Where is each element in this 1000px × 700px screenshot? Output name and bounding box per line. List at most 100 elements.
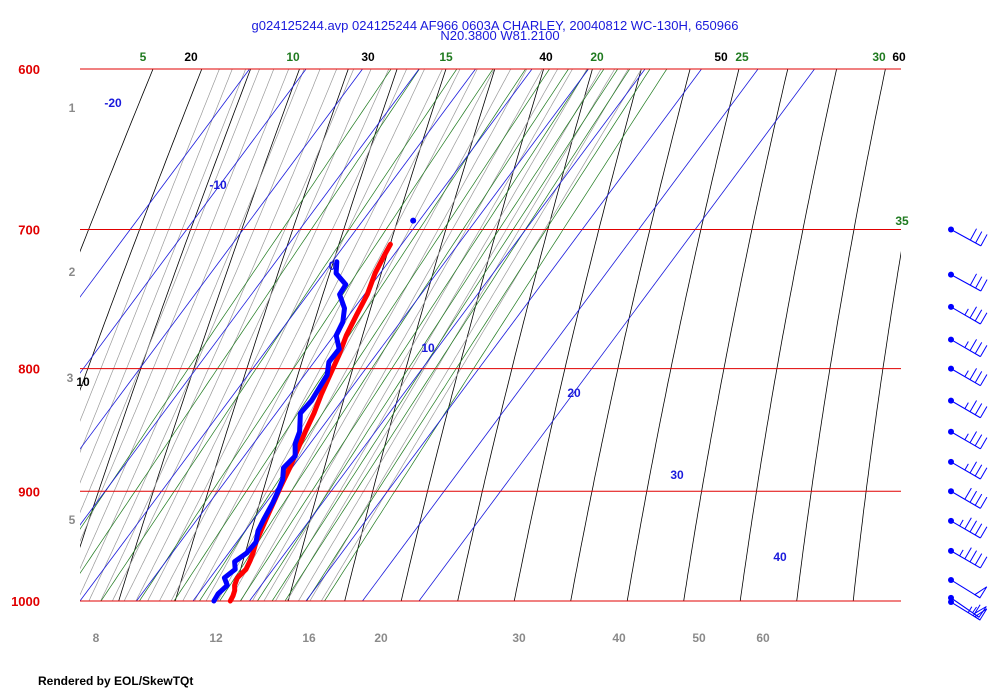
- isotherm-label: -20: [104, 96, 122, 110]
- dry-adiabat-top-label: 30: [361, 50, 375, 64]
- dry-adiabat-line: [174, 69, 349, 601]
- dry-adiabat-line: [457, 69, 593, 601]
- dry-adiabat-line: [852, 250, 901, 601]
- moist-adiabat-top-label: 15: [439, 50, 453, 64]
- moist-adiabat-line: [80, 69, 305, 596]
- moist-adiabat-line: [309, 69, 629, 601]
- moist-adiabat-line: [320, 69, 642, 601]
- dry-adiabat-top-label: 40: [539, 50, 553, 64]
- pressure-tick-label: 700: [18, 223, 40, 238]
- mixing-ratio-lines: [80, 69, 668, 601]
- mixing-ratio-line: [100, 69, 458, 601]
- moist-adiabat-line: [274, 69, 588, 601]
- wind-barb: [948, 547, 988, 569]
- moist-adiabat-top-label: 5: [140, 50, 147, 64]
- dry-adiabat-top-label: 50: [714, 50, 728, 64]
- isotherm-line: [248, 69, 646, 601]
- pressure-tick-label: 1000: [11, 594, 40, 609]
- moist-adiabat-line: [123, 69, 372, 601]
- footer-credit: Rendered by EOL/SkewTQt: [38, 674, 193, 688]
- wind-barb: [948, 599, 988, 621]
- mixing-ratio-bottom-label: 8: [93, 631, 100, 645]
- isotherm-label: 20: [567, 386, 581, 400]
- moist-adiabat-line: [147, 69, 407, 601]
- wind-barb: [948, 594, 987, 618]
- dry-adiabat-line: [80, 69, 154, 253]
- wind-barb: [948, 428, 988, 450]
- dry-adiabat-line: [400, 69, 545, 601]
- isotherm-label: 30: [670, 468, 684, 482]
- moist-adiabat-line: [263, 69, 573, 601]
- isotherm-line: [361, 69, 759, 601]
- moist-adiabat-line: [80, 69, 290, 570]
- mixing-ratio-line: [173, 69, 527, 601]
- isotherm-label: 10: [421, 341, 435, 355]
- moist-adiabats: [80, 69, 642, 601]
- wind-barb: [948, 576, 988, 599]
- dry-adiabat-line: [683, 69, 789, 601]
- mixing-ratio-line: [80, 69, 392, 530]
- mixing-ratio-bottom-label: 40: [612, 631, 626, 645]
- isotherm-line: [80, 69, 251, 298]
- mixing-ratio-line: [324, 69, 668, 601]
- dry-adiabat-top-label: 60: [892, 50, 906, 64]
- wind-barb: [948, 336, 988, 358]
- moist-adiabat-line: [100, 69, 338, 601]
- dry-adiabat-line: [80, 69, 252, 548]
- isobars: [80, 68, 901, 602]
- moist-adiabat-line: [80, 69, 233, 454]
- moist-adiabat-line: [297, 69, 616, 601]
- chart-title: g024125244.avp 024125244 AF966 0603A CHA…: [252, 18, 739, 33]
- wind-barb: [948, 397, 988, 419]
- dry-adiabat-left-label: 10: [76, 375, 90, 389]
- mixing-ratio-bottom-label: 12: [209, 631, 223, 645]
- mixing-ratio-line: [239, 69, 589, 601]
- dry-adiabat-line: [626, 69, 740, 601]
- chart-subtitle: N20.3800 W81.2100: [440, 28, 559, 43]
- isotherm-line: [80, 69, 420, 526]
- wind-barb: [948, 487, 988, 509]
- wind-barb: [948, 271, 988, 292]
- pressure-tick-label: 600: [18, 62, 40, 77]
- left-scale-label: 1: [69, 101, 76, 115]
- wind-barb: [948, 365, 988, 387]
- isotherm-line: [192, 69, 590, 601]
- dry-adiabat-line: [739, 69, 838, 601]
- mixing-ratio-line: [306, 69, 651, 601]
- moist-adiabat-line: [251, 69, 559, 601]
- mixing-ratio-bottom-label: 50: [692, 631, 706, 645]
- isotherm-label: -10: [209, 178, 227, 192]
- moist-adiabat-line: [194, 69, 478, 601]
- moist-adiabat-line: [182, 69, 461, 601]
- dry-adiabat-line: [231, 69, 398, 601]
- isotherm-line: [305, 69, 703, 601]
- dry-adiabat-line: [80, 69, 203, 392]
- isotherm-line: [418, 69, 816, 601]
- mixing-ratio-line: [271, 69, 619, 601]
- left-scale-label: 3: [67, 371, 74, 385]
- wind-barbs: [948, 226, 988, 621]
- dry-adiabat-line: [344, 69, 496, 601]
- dry-adiabat-line: [796, 69, 886, 601]
- mixing-ratio-bottom-label: 60: [756, 631, 770, 645]
- dry-adiabats: [80, 69, 901, 601]
- moist-adiabat-top-label: 10: [286, 50, 300, 64]
- wind-barb: [948, 303, 988, 325]
- wind-barb: [948, 458, 988, 480]
- dry-adiabat-line: [513, 69, 642, 601]
- sounding-traces: [211, 217, 417, 604]
- mixing-ratio-line: [284, 69, 631, 601]
- mixing-ratio-line: [199, 69, 550, 601]
- isotherm-line: [80, 69, 307, 374]
- mixing-ratio-line: [80, 69, 420, 574]
- left-scale-label: 2: [69, 265, 76, 279]
- isotherm-label: 0: [329, 259, 336, 273]
- moist-adiabat-top-label: 20: [590, 50, 604, 64]
- moist-adiabat-line: [135, 69, 390, 601]
- pressure-tick-label: 900: [18, 484, 40, 499]
- pressure-tick-label: 800: [18, 362, 40, 377]
- mixing-ratio-line: [219, 69, 569, 601]
- moist-adiabat-top-label: 30: [872, 50, 886, 64]
